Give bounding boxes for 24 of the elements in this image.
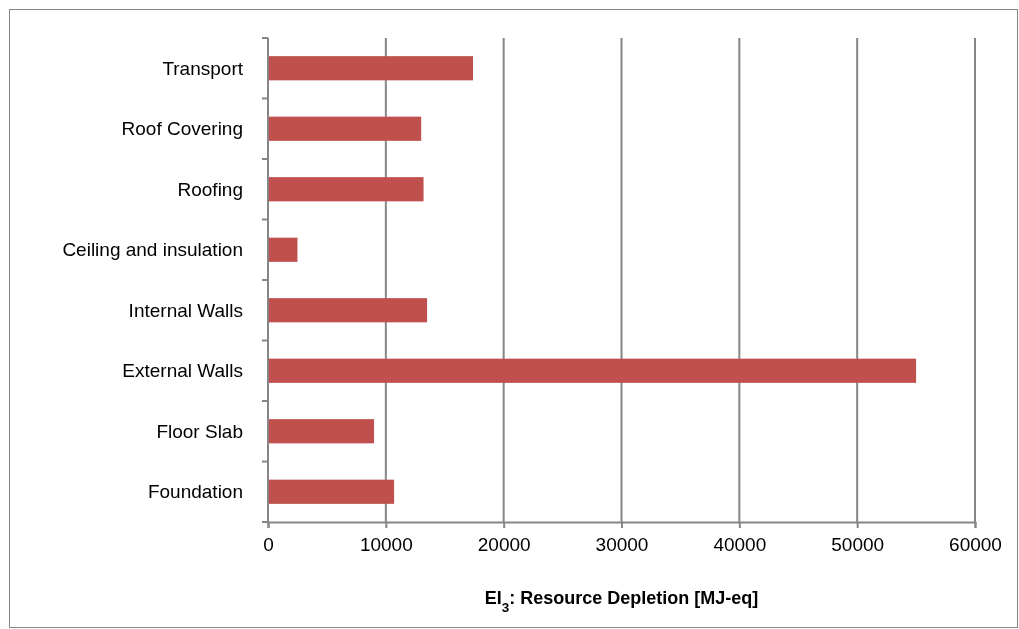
bar — [268, 116, 422, 141]
y-tick-label: Roofing — [177, 178, 243, 200]
y-tick-label: Internal Walls — [128, 299, 243, 321]
y-tick-label: Foundation — [147, 481, 243, 503]
x-axis-title: EI$_{3}$: Resource Depletion [MJ-eq] — [484, 588, 759, 615]
x-tick-label: 10000 — [359, 534, 413, 556]
bar — [268, 298, 428, 323]
bar — [268, 479, 395, 504]
x-tick-label: 20000 — [477, 534, 531, 556]
y-tick-label: Ceiling and insulation — [62, 239, 243, 261]
bar — [268, 237, 298, 262]
bar — [268, 177, 424, 202]
x-tick-label: 40000 — [713, 534, 767, 556]
y-tick-label: External Walls — [122, 360, 243, 382]
y-tick-label: Roof Covering — [121, 118, 243, 140]
y-tick-label: Transport — [162, 57, 244, 79]
bar — [268, 56, 474, 81]
bar — [268, 358, 917, 383]
x-tick-label: 0 — [263, 534, 274, 556]
x-tick-label: 50000 — [831, 534, 885, 556]
x-tick-label: 60000 — [949, 534, 1002, 556]
y-tick-label: Floor Slab — [156, 420, 243, 442]
x-tick-label: 30000 — [595, 534, 649, 556]
bar — [268, 419, 375, 444]
